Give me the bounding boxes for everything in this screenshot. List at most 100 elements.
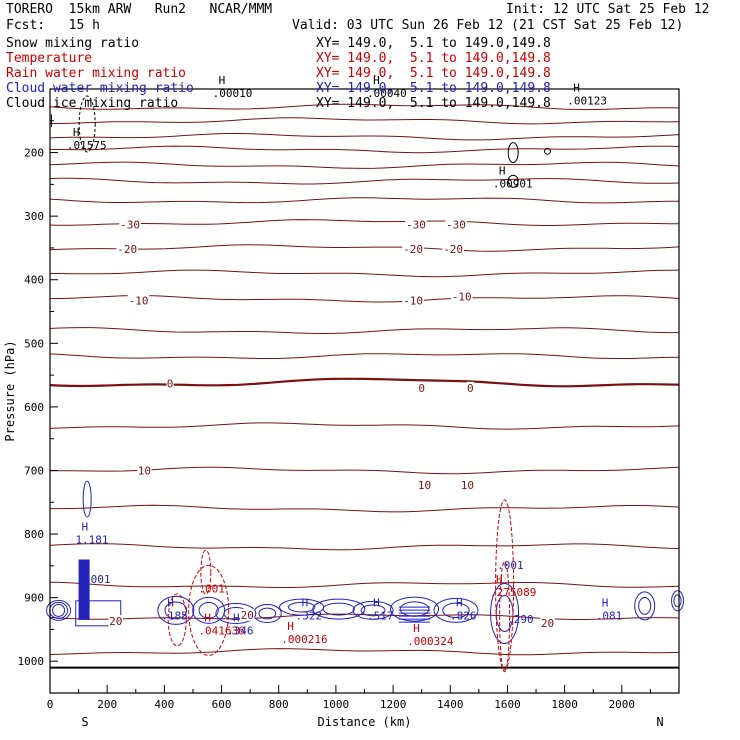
x-tick-label: 1200 <box>380 698 407 711</box>
y-tick-label: 600 <box>24 401 44 414</box>
cloud-water-core <box>78 559 90 620</box>
x-tick-label: 800 <box>269 698 289 711</box>
maximum-marker: H <box>496 573 503 586</box>
isotherm-1 <box>49 117 680 125</box>
isotherm-label: 0 <box>167 377 174 390</box>
isotherm-8 <box>49 244 680 252</box>
cloud-water-inner-0 <box>164 601 188 620</box>
cloud-water-inner-5 <box>322 602 355 616</box>
isotherm-label: -20 <box>403 243 423 256</box>
isotherm-6 <box>49 197 679 204</box>
isotherm-label: -10 <box>452 290 472 303</box>
isotherm-label-bg <box>405 218 427 231</box>
cloud-water-blob-5 <box>312 598 366 620</box>
legend-series-xy: XY= 149.0, 5.1 to 149.0,149.8 <box>316 81 551 96</box>
maximum-value-label: .346 <box>227 624 254 637</box>
isotherm-label: 10 <box>461 479 474 492</box>
cloud-water-inner-1 <box>198 602 219 619</box>
isotherm-label: 20 <box>109 615 122 628</box>
isotherm-label: -30 <box>406 218 426 231</box>
label-layer: -30 -30 -30 -20 -20 -20 -10 -10 -10 0 0 0 10 10 10 20 20… <box>67 74 622 648</box>
cloud-water-ring-left-2 <box>46 599 72 621</box>
maximum-marker: H <box>573 82 580 95</box>
y-tick-label: 300 <box>24 210 44 223</box>
maximum-value-label: .275089 <box>490 586 536 599</box>
x-axis-title: Distance (km) <box>318 715 412 729</box>
maximum-value-label: .01575 <box>67 139 107 152</box>
isotherm-label: 0 <box>467 382 474 395</box>
isotherm-16 <box>50 504 680 513</box>
axes-layer: 0 200 400 600 800 1000 1200 1400 1600 1800 2000200… <box>3 88 680 729</box>
maximum-value-label: .322 <box>296 610 323 623</box>
maximum-marker: H <box>204 611 211 624</box>
maximum-value-label: .001 <box>198 582 225 595</box>
south-label: S <box>81 715 88 729</box>
cloud-water-blob-7 <box>390 596 440 622</box>
y-axis-title: Pressure (hPa) <box>3 340 17 441</box>
isotherm-label-bg <box>137 464 152 477</box>
cloud-water-contour-upper <box>82 480 92 518</box>
isotherm-label: 20 <box>541 617 554 630</box>
rain-water-contour-left-top <box>200 549 212 595</box>
isotherm-label-bg <box>108 615 123 628</box>
cloud-water-blob-0 <box>157 595 195 625</box>
maximum-marker: H <box>373 74 380 87</box>
maximum-value-label: .00040 <box>367 87 407 100</box>
isotherm-7 <box>49 219 680 226</box>
x-tick-label: 1600 <box>494 698 521 711</box>
cloud-water-inner-7 <box>399 601 430 617</box>
contour-layer <box>46 95 685 673</box>
y-tick-label: 700 <box>24 464 44 477</box>
model-title: TORERO 15km ARW Run2 NCAR/MMM <box>6 2 273 17</box>
isotherm-label: -30 <box>120 218 140 231</box>
maximum-value-label: .185 <box>161 610 188 623</box>
maximum-value-label: .826 <box>450 610 477 623</box>
isotherm-5 <box>49 177 680 185</box>
rain-water-contour-tower <box>495 499 515 671</box>
legend-series-label: Temperature <box>6 51 93 66</box>
maximum-marker: H <box>456 597 463 610</box>
isotherm-4 <box>49 161 680 169</box>
x-tick-label: 1400 <box>437 698 464 711</box>
snow-contour-right-low <box>507 174 519 188</box>
legend-series-xy: XY= 149.0, 5.1 to 149.0,149.8 <box>316 96 551 111</box>
isotherm-label-bg <box>402 243 424 256</box>
maximum-marker: H <box>413 622 420 635</box>
snow-contour-right <box>507 142 519 164</box>
isotherm-10 <box>49 295 680 303</box>
legend-series-label: Cloud ice mixing ratio <box>6 96 179 111</box>
maximum-value-label: .081 <box>596 610 623 623</box>
isotherm-3 <box>49 145 680 154</box>
isotherm-18 <box>49 581 680 588</box>
legend-series-xy: XY= 149.0, 5.1 to 149.0,149.8 <box>316 51 551 66</box>
isotherm-label: -10 <box>129 295 149 308</box>
legend-series-label: Rain water mixing ratio <box>6 66 187 81</box>
isotherm-0 <box>49 103 680 111</box>
cloud-water-blob-2 <box>215 603 257 625</box>
isotherm-13 <box>49 377 680 388</box>
isotherm-label-bg <box>402 294 424 307</box>
x-tick-label: 2000 <box>609 698 636 711</box>
maximum-value-label: 1.181 <box>75 533 108 546</box>
rain-water-contour-left <box>188 564 230 656</box>
cloud-water-blob-1 <box>192 596 226 624</box>
cloud-water-inner-11 <box>673 594 682 608</box>
x-tick-label: 200 <box>97 698 117 711</box>
isotherm-label: 10 <box>138 464 151 477</box>
isotherm-label-bg <box>450 290 473 303</box>
cloud-water-blob-11 <box>671 590 685 612</box>
legend-series-label: Snow mixing ratio <box>6 36 140 51</box>
cloud-water-ring-left-0 <box>52 603 66 617</box>
maximum-marker: H <box>167 597 174 610</box>
isotherm-17 <box>49 543 680 551</box>
isotherm-label-bg <box>240 608 255 621</box>
cloud-water-blob-3 <box>252 604 282 624</box>
ice-contour-small <box>543 147 551 155</box>
forecast-hour: Fcst: 15 h <box>6 18 100 33</box>
cloud-water-box <box>75 600 122 627</box>
cloud-water-inner-4 <box>287 601 316 613</box>
cloud-water-inner-10 <box>638 596 652 615</box>
maximum-marker: H <box>219 74 226 87</box>
north-label: N <box>656 715 663 729</box>
